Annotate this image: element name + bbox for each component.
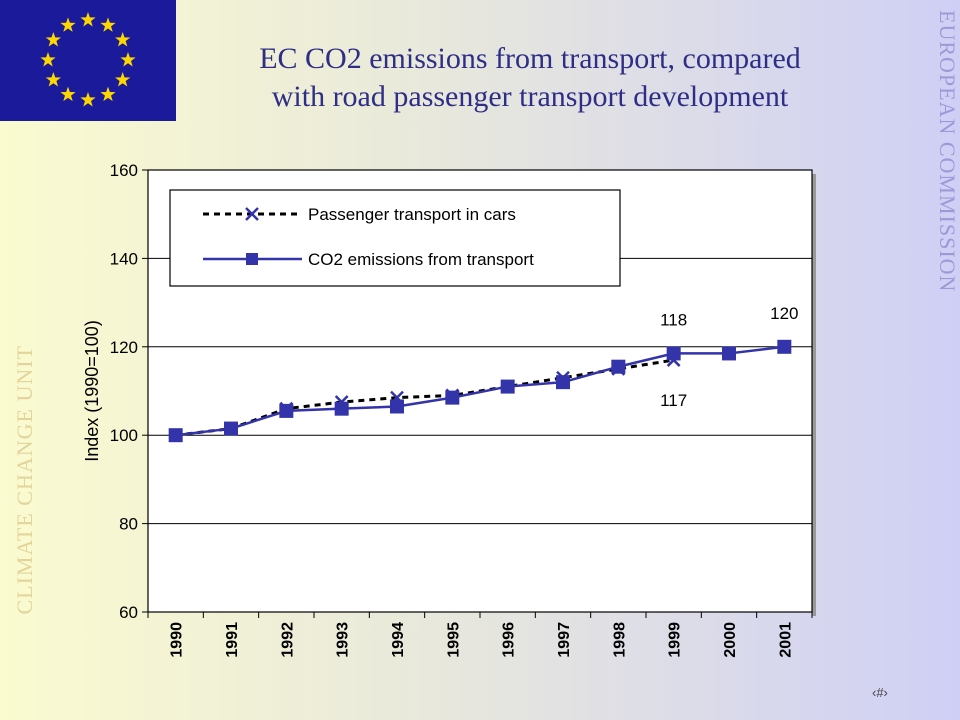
x-tick-label: 1996 [501,622,518,658]
y-tick-label: 80 [119,515,138,534]
legend-label: CO2 emissions from transport [308,250,534,269]
x-tick-label: 2001 [777,622,794,658]
square-marker [556,375,570,390]
page-number: ‹#› [872,685,888,700]
eu-flag-logo [0,0,176,121]
square-marker [500,379,515,394]
x-tick-labels: 1990 1991 1992 1993 1994 1995 1996 1997 1998 1999… [169,622,795,658]
title-line-2: with road passenger transport developmen… [271,80,789,113]
annotations: 118 117 120 [660,304,798,410]
flag-star-icon [115,72,131,87]
legend-label: Passenger transport in cars [308,205,516,224]
european-commission-label: EUROPEAN COMMISSION [935,10,960,293]
series [168,339,792,443]
y-tick-label: 160 [110,161,138,180]
flag-star-icon [80,92,96,107]
square-marker [168,428,183,443]
square-marker [390,399,404,414]
y-tick-label: 100 [110,426,138,445]
flag-star-icon [45,32,61,47]
flag-star-icon [40,52,56,67]
square-marker [611,359,626,374]
x-tick-label: 1993 [335,622,352,658]
square-marker [334,401,349,416]
flag-stars [40,12,136,107]
data-label: 120 [770,304,798,323]
legend-entry: CO2 emissions from transport [203,250,534,269]
legend-entry: Passenger transport in cars [203,205,516,224]
plot-shadow [812,174,816,616]
flag-star-icon [60,17,76,32]
x-tick-label: 1997 [556,622,573,658]
y-tick-labels: 60 80 100 120 140 160 [110,161,138,622]
data-label: 118 [660,310,687,329]
flag-star-icon [115,32,131,47]
square-marker [722,346,736,361]
legend-box [169,189,621,287]
flag-star-icon [45,72,61,87]
square-marker [666,346,681,361]
y-tick-label: 60 [119,603,138,622]
x-tick-label: 1999 [667,622,684,658]
x-tick-label: 1994 [390,622,407,658]
x-tick-label: 1992 [279,622,296,658]
square-marker [246,253,258,265]
y-tick-label: 140 [110,249,138,268]
y-axis-label: Index (1990=100) [82,320,102,462]
square-marker [279,403,294,418]
flag-star-icon [100,17,116,32]
y-tick-label: 120 [110,338,138,357]
x-tick-label: 2000 [722,622,739,658]
flag-star-icon [80,12,96,27]
axes [147,169,813,618]
square-marker [777,339,792,354]
flag-star-icon [100,86,116,102]
legend: Passenger transport in cars CO2 emissions… [169,189,621,287]
square-marker [224,421,238,436]
title-line-1: EC CO2 emissions from transport, compare… [259,42,801,75]
flag-star-icon [60,86,76,102]
series-co2-emissions [168,339,792,443]
x-tick-label: 1990 [169,622,186,658]
x-tick-label: 1995 [445,622,462,658]
x-tick-label: 1991 [224,622,241,658]
flag-star-icon [120,52,136,67]
data-label: 117 [660,391,687,410]
series-line [175,345,785,437]
slide-title: EC CO2 emissions from transport, compare… [180,40,880,116]
x-marker [245,207,259,221]
square-marker [445,390,460,405]
x-tick-label: 1998 [611,622,628,658]
